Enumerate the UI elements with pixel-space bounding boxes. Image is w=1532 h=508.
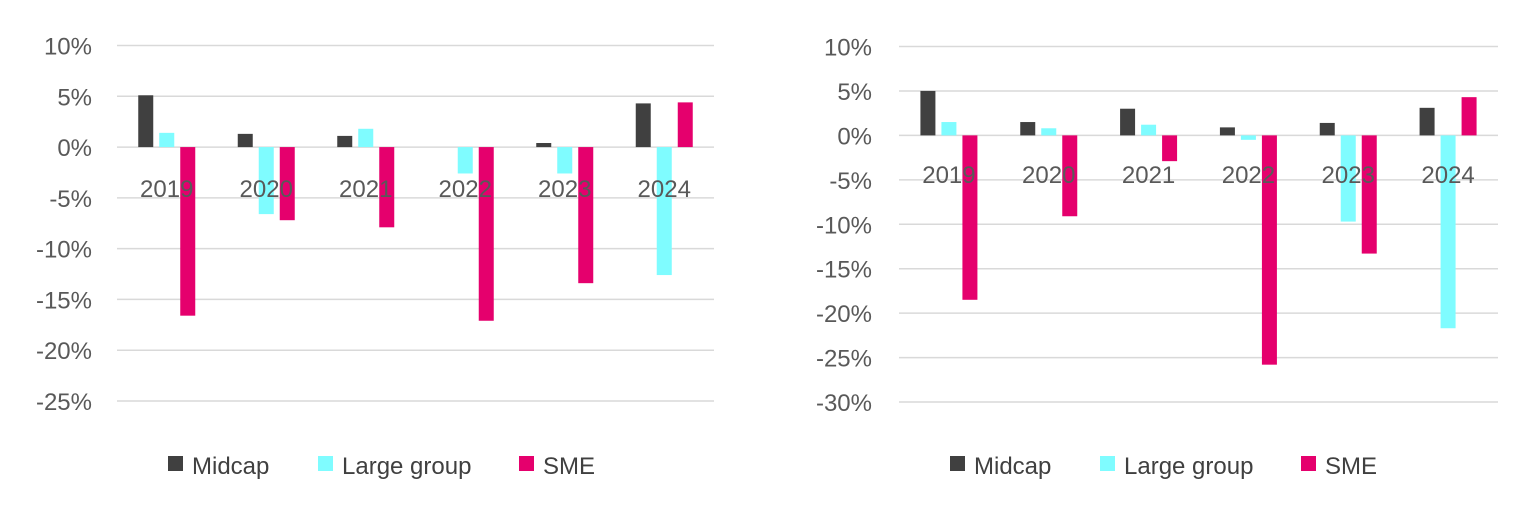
y-tick-label: -25% xyxy=(816,346,872,373)
bar-sme-2021 xyxy=(379,147,395,228)
bar-large-group-2019 xyxy=(159,132,175,148)
bar-large-group-2022 xyxy=(1240,135,1256,140)
legend-label: Midcap xyxy=(192,453,269,480)
chart-right-svg: 10% 5% 0% -5% -10% -15% -20% -25% -30% 2019 2020 20… xyxy=(816,35,1498,480)
y-tick-label: -30% xyxy=(816,390,872,417)
chart-left: 10% 5% 0% -5% -10% -15% -20% -25% 2019 2020 2021 20… xyxy=(36,34,714,480)
bar-midcap-2019 xyxy=(138,95,154,148)
y-tick-label: -15% xyxy=(36,287,92,314)
x-category-label: 2021 xyxy=(1122,162,1175,189)
x-category-label: 2019 xyxy=(922,162,975,189)
bar-sme-2019 xyxy=(962,135,978,300)
y-tick-label: -15% xyxy=(816,257,872,284)
y-tick-label: -10% xyxy=(816,212,872,239)
bar-large-group-2020 xyxy=(1041,128,1057,136)
x-category-label: 2023 xyxy=(1322,162,1375,189)
y-tick-label: -10% xyxy=(36,237,92,264)
bar-sme-2020 xyxy=(279,147,295,221)
y-tick-label: 0% xyxy=(57,135,92,162)
bar-midcap-2024 xyxy=(635,103,651,148)
bar-large-group-2021 xyxy=(1141,124,1157,136)
x-category-label: 2022 xyxy=(1222,162,1275,189)
x-category-label: 2024 xyxy=(638,176,691,203)
bar-large-group-2024 xyxy=(1440,135,1456,329)
bar-large-group-2024 xyxy=(656,147,672,276)
y-tick-label: -20% xyxy=(36,338,92,365)
bar-sme-2023 xyxy=(1361,135,1377,254)
legend-swatch-midcap xyxy=(950,456,965,471)
y-tick-label: -20% xyxy=(816,301,872,328)
y-tick-label: 5% xyxy=(837,79,872,106)
legend-swatch-large-group xyxy=(318,456,333,471)
x-category-label: 2022 xyxy=(439,176,492,203)
bar-sme-2024 xyxy=(1461,97,1477,136)
bar-midcap-2022 xyxy=(1219,127,1235,136)
bar-midcap-2021 xyxy=(1120,108,1136,136)
legend-swatch-midcap xyxy=(168,456,183,471)
x-category-label: 2024 xyxy=(1421,162,1474,189)
bar-sme-2022 xyxy=(478,147,494,321)
y-tick-label: 10% xyxy=(824,35,872,62)
y-tick-label: 10% xyxy=(44,34,92,61)
x-category-label: 2020 xyxy=(240,176,293,203)
bar-large-group-2023 xyxy=(1340,135,1356,222)
chart-left-svg: 10% 5% 0% -5% -10% -15% -20% -25% 2019 2020 2021 20… xyxy=(36,34,714,480)
y-tick-label: -25% xyxy=(36,389,92,416)
bar-midcap-2020 xyxy=(1020,122,1036,136)
bar-sme-2019 xyxy=(180,147,196,316)
legend-swatch-large-group xyxy=(1100,456,1115,471)
y-tick-label: 5% xyxy=(57,84,92,111)
bar-large-group-2021 xyxy=(358,128,374,148)
bar-sme-2022 xyxy=(1261,135,1277,365)
legend-swatch-sme xyxy=(1301,456,1316,471)
y-tick-label: -5% xyxy=(49,186,92,213)
x-category-label: 2020 xyxy=(1022,162,1075,189)
x-category-label: 2019 xyxy=(140,176,193,203)
bar-sme-2023 xyxy=(578,147,594,284)
legend-label: SME xyxy=(1325,453,1377,480)
legend-label: SME xyxy=(543,453,595,480)
bar-midcap-2020 xyxy=(237,133,253,148)
x-category-label: 2023 xyxy=(538,176,591,203)
bar-midcap-2021 xyxy=(337,135,353,148)
legend-label: Large group xyxy=(342,453,471,480)
bar-midcap-2023 xyxy=(1319,122,1335,136)
bar-midcap-2019 xyxy=(920,90,936,136)
y-tick-label: -5% xyxy=(829,168,872,195)
legend-swatch-sme xyxy=(519,456,534,471)
bar-midcap-2023 xyxy=(536,143,552,148)
bar-large-group-2019 xyxy=(941,122,957,136)
bar-sme-2020 xyxy=(1062,135,1078,217)
bar-midcap-2024 xyxy=(1419,107,1435,136)
bar-large-group-2020 xyxy=(258,147,274,215)
chart-right: 10% 5% 0% -5% -10% -15% -20% -25% -30% 2019 2020 20… xyxy=(766,0,1532,508)
legend-label: Midcap xyxy=(974,453,1051,480)
bar-large-group-2023 xyxy=(557,147,573,174)
bar-large-group-2022 xyxy=(457,147,473,174)
y-tick-label: 0% xyxy=(837,123,872,150)
bar-sme-2024 xyxy=(677,102,693,148)
bar-sme-2021 xyxy=(1162,135,1178,162)
x-category-label: 2021 xyxy=(339,176,392,203)
legend-label: Large group xyxy=(1124,453,1253,480)
